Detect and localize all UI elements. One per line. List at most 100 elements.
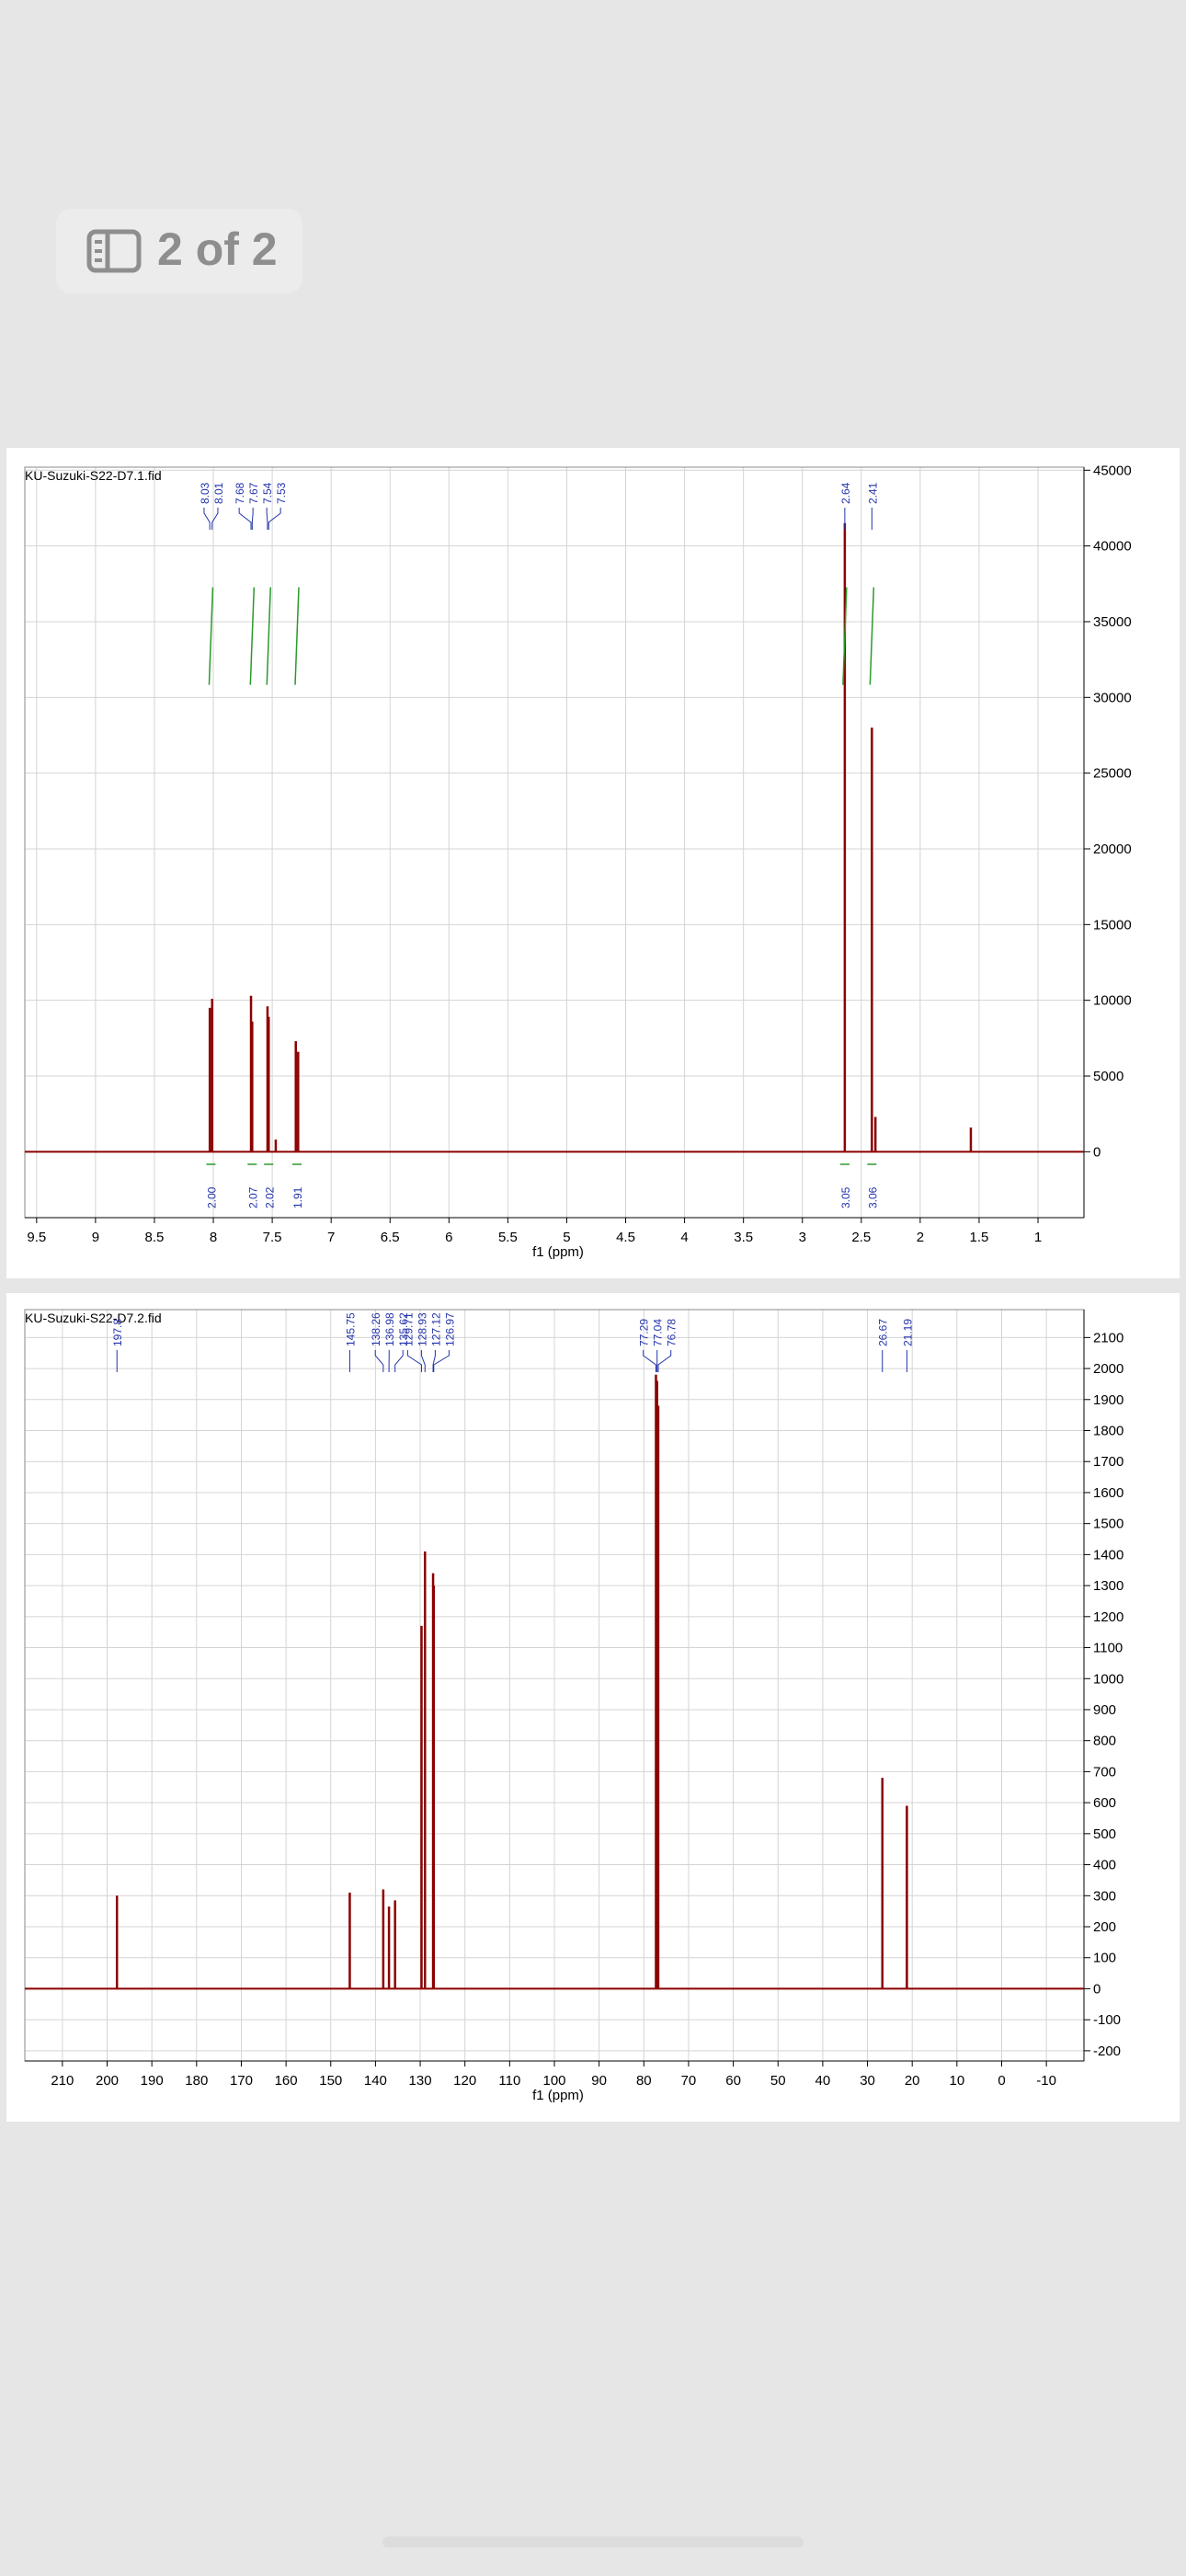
page-badge[interactable]: 2 of 2 bbox=[56, 209, 302, 293]
x-axis-label: f1 (ppm) bbox=[532, 1244, 584, 1260]
x-tick-label: 200 bbox=[96, 2073, 119, 2089]
x-tick-label: 100 bbox=[542, 2073, 565, 2089]
y-tick-label: 300 bbox=[1093, 1888, 1116, 1904]
x-tick-label: 8 bbox=[210, 1230, 217, 1245]
x-tick-label: 7.5 bbox=[263, 1230, 282, 1245]
x-tick-label: 120 bbox=[453, 2073, 476, 2089]
x-tick-label: 40 bbox=[815, 2073, 831, 2089]
y-tick-label: 1100 bbox=[1093, 1641, 1123, 1656]
peak-label: 138.26 bbox=[370, 1312, 382, 1346]
y-tick-label: 900 bbox=[1093, 1702, 1116, 1718]
integral-label: 2.02 bbox=[263, 1186, 276, 1208]
y-tick-label: 30000 bbox=[1093, 690, 1132, 705]
panel-background bbox=[6, 448, 1180, 1278]
peak-label: 8.01 bbox=[212, 482, 225, 504]
chart-title: KU-Suzuki-S22-D7.2.fid bbox=[25, 1311, 162, 1325]
y-tick-label: 0 bbox=[1093, 1981, 1100, 1997]
peak-label: 8.03 bbox=[199, 482, 211, 504]
integral-label: 1.91 bbox=[291, 1186, 304, 1208]
x-tick-label: -10 bbox=[1036, 2073, 1056, 2089]
y-tick-label: 200 bbox=[1093, 1919, 1116, 1935]
badge-text: 2 of 2 bbox=[157, 223, 278, 275]
integral-label: 2.07 bbox=[246, 1186, 259, 1208]
integral-label: 3.06 bbox=[866, 1186, 879, 1208]
x-tick-label: 7 bbox=[327, 1230, 335, 1245]
peak-label: 126.97 bbox=[443, 1312, 456, 1346]
x-tick-label: 130 bbox=[409, 2073, 432, 2089]
y-tick-label: 40000 bbox=[1093, 539, 1132, 555]
y-tick-label: 10000 bbox=[1093, 993, 1132, 1009]
peak-label: 26.67 bbox=[877, 1319, 890, 1346]
chart-title: KU-Suzuki-S22-D7.1.fid bbox=[25, 468, 162, 483]
y-tick-label: 35000 bbox=[1093, 614, 1132, 630]
peak-label: 128.93 bbox=[416, 1312, 428, 1346]
x-tick-label: 70 bbox=[681, 2073, 697, 2089]
x-tick-label: 2 bbox=[917, 1230, 924, 1245]
peak-label: 7.68 bbox=[234, 482, 246, 504]
y-tick-label: 25000 bbox=[1093, 766, 1132, 782]
x-tick-label: 180 bbox=[185, 2073, 208, 2089]
peak-label: 145.75 bbox=[344, 1312, 357, 1346]
x-tick-label: 5 bbox=[563, 1230, 570, 1245]
x-tick-label: 50 bbox=[770, 2073, 786, 2089]
y-tick-label: 1600 bbox=[1093, 1485, 1123, 1501]
x-tick-label: 9 bbox=[92, 1230, 99, 1245]
y-tick-label: 5000 bbox=[1093, 1069, 1123, 1084]
y-tick-label: 1000 bbox=[1093, 1671, 1123, 1687]
panel-background bbox=[6, 1293, 1180, 2122]
y-tick-label: 1200 bbox=[1093, 1609, 1123, 1625]
x-tick-label: 1 bbox=[1034, 1230, 1042, 1245]
peak-label: 197.8 bbox=[111, 1319, 124, 1346]
y-tick-label: 1500 bbox=[1093, 1517, 1123, 1532]
y-tick-label: 1400 bbox=[1093, 1547, 1123, 1563]
y-tick-label: 1300 bbox=[1093, 1578, 1123, 1594]
x-tick-label: 170 bbox=[230, 2073, 253, 2089]
y-tick-label: 600 bbox=[1093, 1795, 1116, 1811]
x-tick-label: 4 bbox=[680, 1230, 688, 1245]
y-tick-label: 20000 bbox=[1093, 841, 1132, 857]
peak-label: 7.67 bbox=[247, 482, 260, 504]
y-tick-label: -200 bbox=[1093, 2044, 1121, 2059]
x-tick-label: 3.5 bbox=[734, 1230, 753, 1245]
x-tick-label: 3 bbox=[799, 1230, 806, 1245]
x-axis-label: f1 (ppm) bbox=[532, 2088, 584, 2103]
x-tick-label: 210 bbox=[51, 2073, 74, 2089]
peak-label: 21.19 bbox=[901, 1319, 914, 1346]
integral-label: 2.00 bbox=[205, 1186, 218, 1208]
x-tick-label: 60 bbox=[725, 2073, 741, 2089]
x-tick-label: 190 bbox=[141, 2073, 164, 2089]
integral-label: 3.05 bbox=[839, 1186, 852, 1208]
y-tick-label: 700 bbox=[1093, 1764, 1116, 1780]
y-tick-label: -100 bbox=[1093, 2012, 1121, 2028]
x-tick-label: 30 bbox=[860, 2073, 875, 2089]
x-tick-label: 20 bbox=[905, 2073, 920, 2089]
x-tick-label: 6 bbox=[445, 1230, 452, 1245]
x-tick-label: 1.5 bbox=[970, 1230, 989, 1245]
x-tick-label: 6.5 bbox=[381, 1230, 400, 1245]
peak-label: 7.54 bbox=[261, 482, 274, 504]
peak-label: 136.98 bbox=[383, 1312, 396, 1346]
x-tick-label: 5.5 bbox=[498, 1230, 518, 1245]
x-tick-label: 150 bbox=[319, 2073, 342, 2089]
peak-label: 77.04 bbox=[652, 1319, 665, 1346]
x-tick-label: 8.5 bbox=[145, 1230, 165, 1245]
x-tick-label: 0 bbox=[998, 2073, 1005, 2089]
peak-label: 7.53 bbox=[275, 482, 288, 504]
x-tick-label: 110 bbox=[498, 2073, 520, 2089]
y-tick-label: 500 bbox=[1093, 1826, 1116, 1842]
y-tick-label: 1700 bbox=[1093, 1454, 1123, 1470]
peak-label: 129.71 bbox=[402, 1312, 415, 1346]
y-tick-label: 1900 bbox=[1093, 1392, 1123, 1408]
y-tick-label: 15000 bbox=[1093, 917, 1132, 933]
x-tick-label: 80 bbox=[636, 2073, 652, 2089]
x-tick-label: 160 bbox=[275, 2073, 298, 2089]
peak-label: 2.64 bbox=[839, 482, 852, 504]
peak-label: 76.78 bbox=[666, 1319, 679, 1346]
peak-label: 127.12 bbox=[429, 1312, 442, 1346]
x-tick-label: 10 bbox=[949, 2073, 964, 2089]
scroll-indicator bbox=[382, 2536, 804, 2547]
y-tick-label: 0 bbox=[1093, 1144, 1100, 1160]
